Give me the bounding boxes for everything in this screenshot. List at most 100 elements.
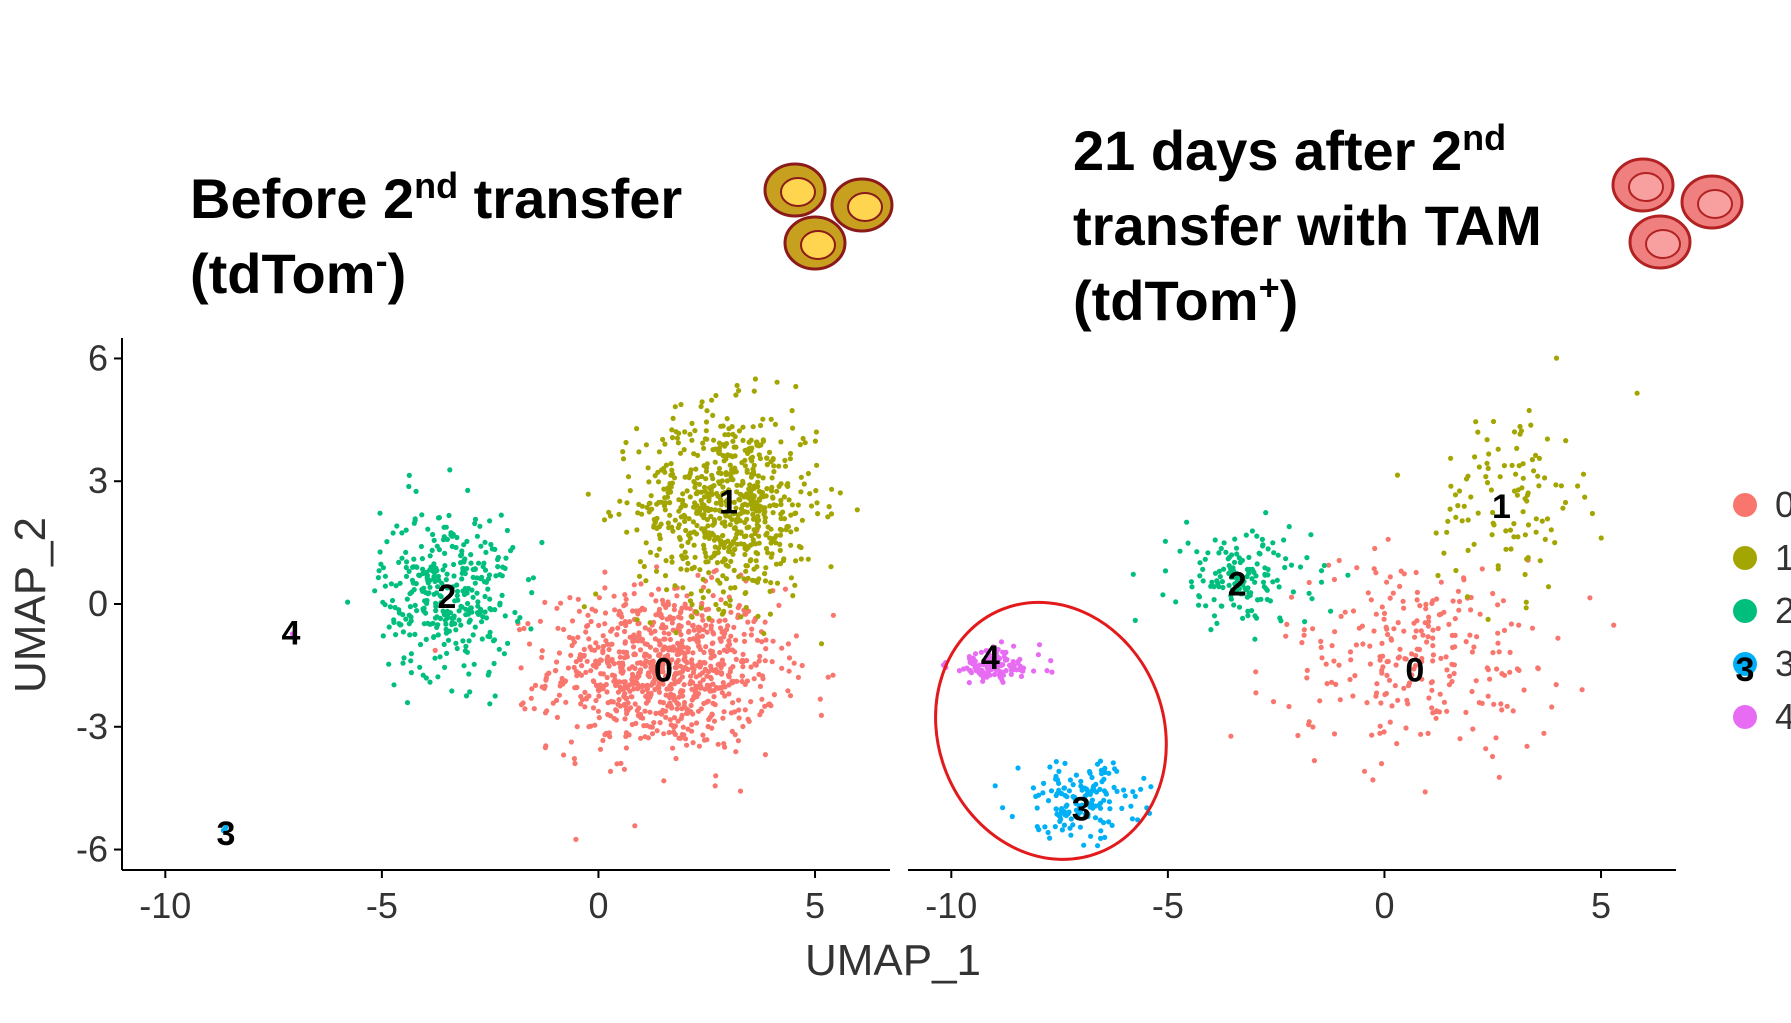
- point-cluster-1: [760, 416, 766, 422]
- point-cluster-2: [1282, 564, 1288, 571]
- point-cluster-1: [1489, 532, 1495, 538]
- point-cluster-4: [1044, 668, 1050, 674]
- point-cluster-0: [699, 670, 706, 676]
- point-cluster-0: [1507, 669, 1513, 675]
- point-cluster-2: [462, 570, 468, 577]
- point-cluster-2: [1260, 579, 1267, 585]
- point-cluster-1: [1520, 509, 1526, 515]
- point-cluster-0: [698, 706, 704, 712]
- point-cluster-2: [525, 577, 532, 583]
- point-cluster-3: [1102, 765, 1108, 772]
- point-cluster-1: [705, 523, 711, 529]
- point-cluster-2: [476, 560, 482, 566]
- point-cluster-2: [487, 629, 493, 635]
- point-cluster-1: [801, 481, 807, 487]
- point-cluster-0: [653, 598, 659, 604]
- point-cluster-1: [665, 485, 671, 491]
- point-cluster-1: [798, 474, 804, 480]
- point-cluster-1: [617, 498, 623, 504]
- point-cluster-0: [597, 682, 604, 688]
- x-tick-label: -10: [925, 885, 977, 926]
- point-cluster-3: [1047, 764, 1053, 770]
- point-cluster-0: [1301, 627, 1307, 633]
- point-cluster-0: [629, 664, 636, 670]
- point-cluster-1: [828, 564, 834, 570]
- point-cluster-2: [1202, 556, 1208, 562]
- point-cluster-1: [715, 534, 721, 541]
- point-cluster-1: [1465, 547, 1471, 554]
- point-cluster-0: [697, 664, 703, 670]
- point-cluster-0: [666, 729, 672, 736]
- point-cluster-2: [376, 568, 382, 574]
- point-cluster-2: [1304, 555, 1310, 561]
- point-cluster-0: [1479, 566, 1485, 572]
- point-cluster-0: [573, 684, 579, 691]
- point-cluster-1: [1563, 438, 1569, 444]
- point-cluster-0: [726, 691, 732, 697]
- point-cluster-4: [972, 651, 979, 657]
- point-cluster-0: [680, 650, 686, 656]
- point-cluster-2: [466, 671, 472, 677]
- point-cluster-1: [1475, 510, 1481, 516]
- point-cluster-0: [735, 738, 742, 744]
- point-cluster-1: [764, 462, 770, 468]
- point-cluster-3: [1070, 782, 1076, 788]
- point-cluster-1: [736, 388, 742, 394]
- point-cluster-2: [1177, 548, 1183, 554]
- point-cluster-0: [700, 627, 707, 633]
- point-cluster-0: [669, 657, 675, 663]
- point-cluster-0: [635, 621, 641, 627]
- point-cluster-0: [1342, 609, 1348, 615]
- point-cluster-2: [432, 655, 438, 661]
- y-tick-label: 0: [88, 583, 108, 624]
- point-cluster-1: [767, 588, 773, 595]
- point-cluster-0: [658, 625, 665, 631]
- point-cluster-1: [727, 499, 733, 505]
- point-cluster-0: [1336, 662, 1342, 668]
- point-cluster-1: [1509, 462, 1515, 468]
- point-cluster-3: [1040, 790, 1046, 796]
- point-cluster-0: [679, 706, 685, 712]
- point-cluster-0: [718, 597, 724, 603]
- point-cluster-3: [1078, 783, 1084, 789]
- point-cluster-0: [1284, 621, 1290, 628]
- point-cluster-1: [732, 585, 738, 591]
- point-cluster-2: [487, 634, 493, 640]
- point-cluster-1: [712, 507, 718, 513]
- point-cluster-1: [593, 591, 599, 597]
- series-cluster-3: [992, 758, 1154, 849]
- point-cluster-3: [1098, 835, 1104, 842]
- point-cluster-0: [1385, 631, 1391, 638]
- point-cluster-0: [690, 740, 696, 746]
- point-cluster-0: [701, 649, 707, 656]
- point-cluster-1: [792, 582, 798, 588]
- point-cluster-1: [669, 427, 675, 433]
- point-cluster-0: [1403, 656, 1409, 662]
- point-cluster-0: [817, 696, 823, 702]
- point-cluster-1: [687, 494, 693, 500]
- point-cluster-0: [1383, 690, 1389, 697]
- point-cluster-0: [749, 626, 755, 632]
- point-cluster-1: [674, 435, 681, 441]
- point-cluster-1: [751, 462, 757, 468]
- point-cluster-0: [555, 625, 561, 631]
- point-cluster-1: [1485, 616, 1491, 623]
- point-cluster-0: [588, 618, 594, 625]
- point-cluster-1: [623, 439, 629, 446]
- point-cluster-0: [1377, 730, 1383, 736]
- point-cluster-3: [1033, 793, 1039, 800]
- point-cluster-0: [745, 619, 751, 625]
- point-cluster-1: [1544, 516, 1551, 522]
- point-cluster-1: [721, 608, 727, 615]
- cell-nucleus-icon: [800, 230, 836, 260]
- point-cluster-0: [795, 674, 802, 681]
- point-cluster-1: [1507, 527, 1514, 533]
- point-cluster-1: [692, 484, 698, 490]
- point-cluster-1: [762, 509, 768, 515]
- point-cluster-2: [502, 565, 508, 572]
- point-cluster-0: [592, 608, 599, 614]
- point-cluster-0: [1438, 655, 1444, 662]
- point-cluster-0: [617, 654, 623, 660]
- point-cluster-2: [382, 573, 388, 579]
- point-cluster-0: [583, 669, 589, 676]
